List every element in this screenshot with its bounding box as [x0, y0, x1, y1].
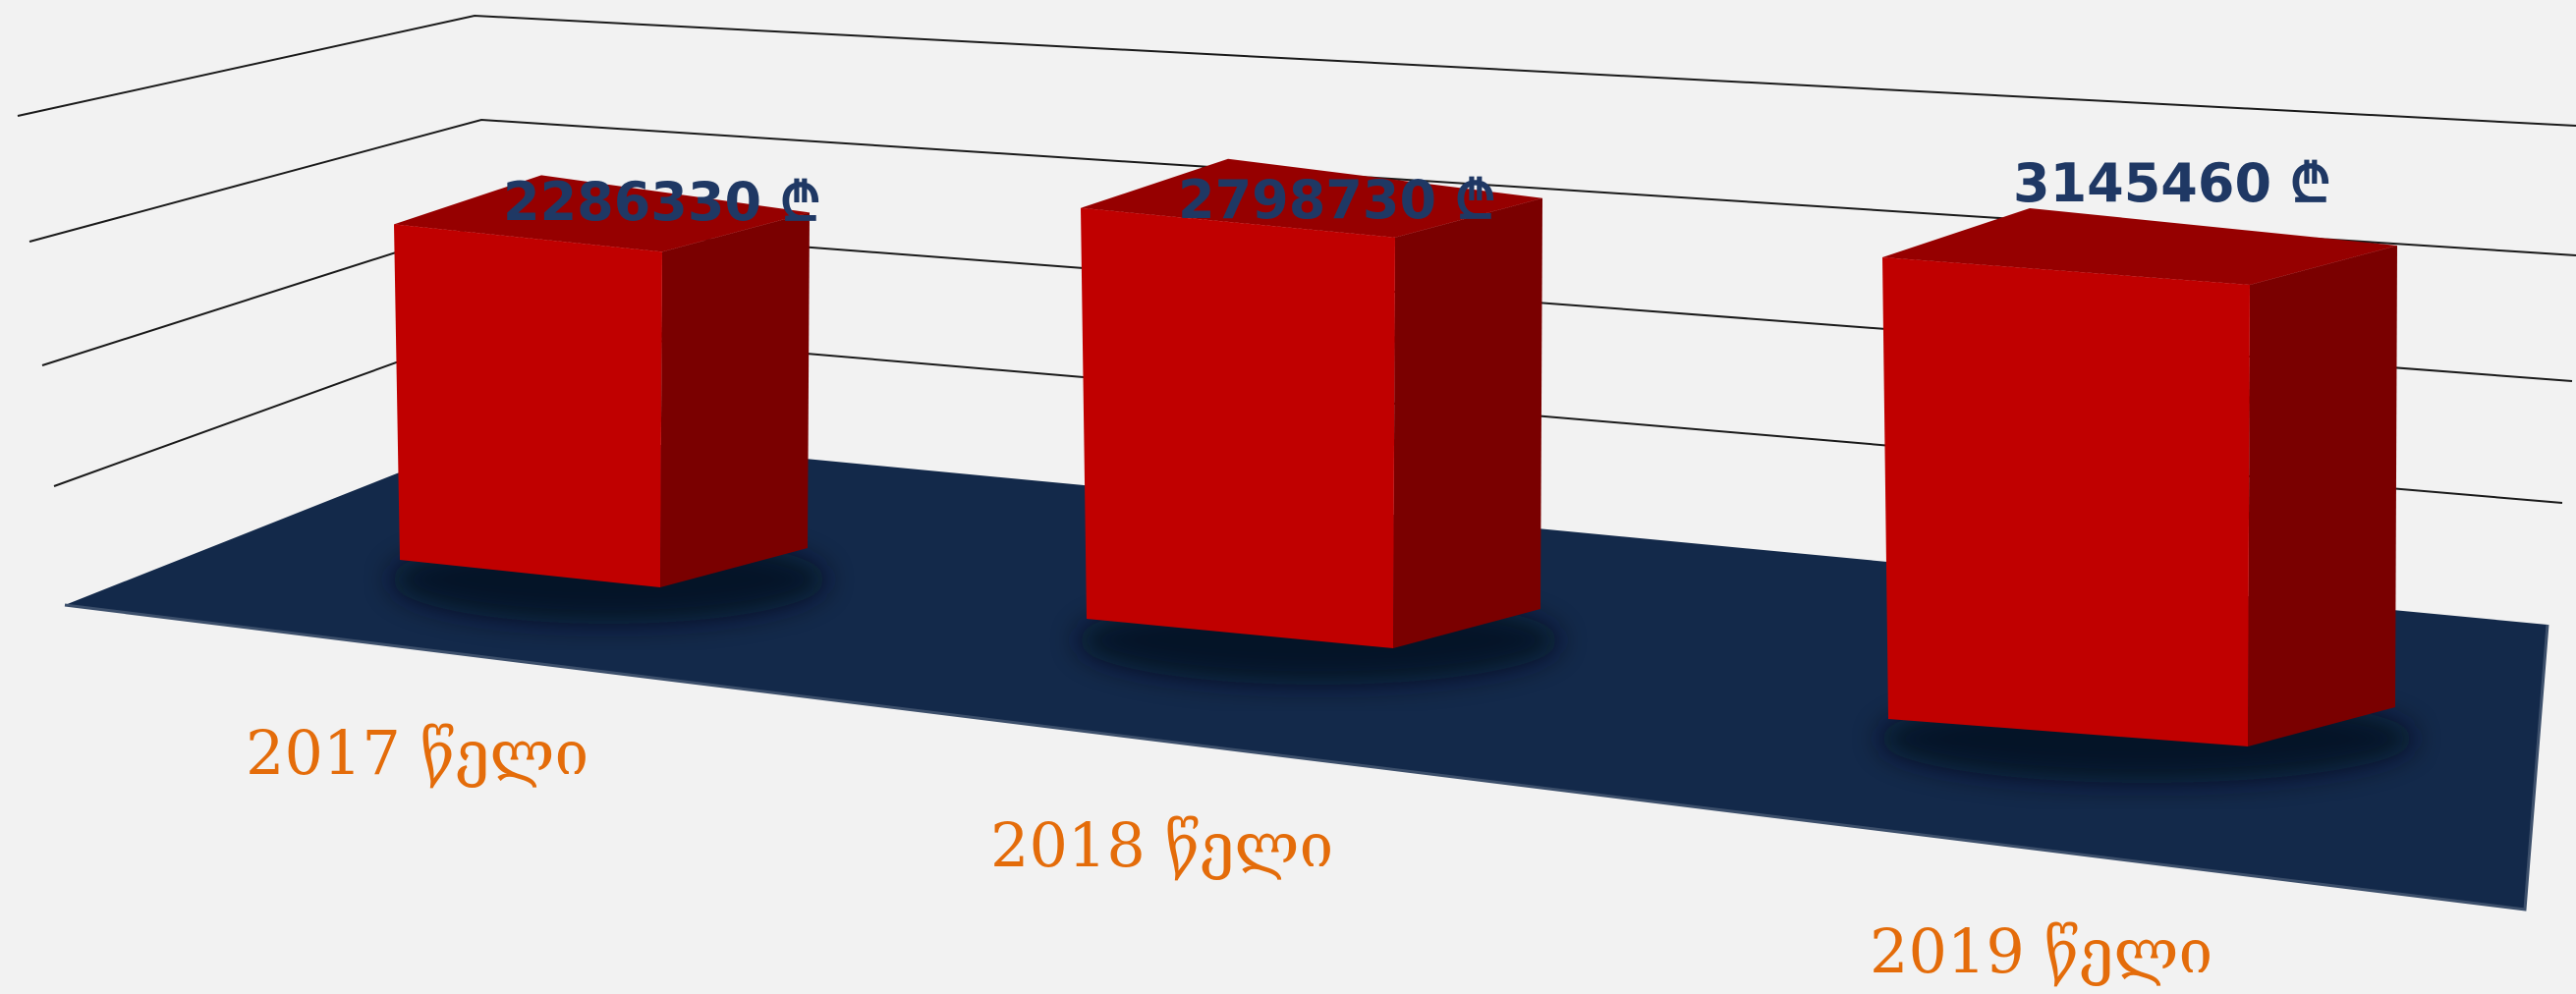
bar-top: [1081, 158, 1542, 238]
bar-top: [1882, 208, 2397, 285]
value-labels: 2286330 ₾ 2798730 ₾ 3145460 ₾: [503, 152, 2330, 233]
bar-top: [394, 175, 810, 252]
bar-side: [660, 212, 810, 587]
value-label: 2286330 ₾: [503, 171, 820, 233]
category-label: 2018 წელი: [990, 809, 1333, 881]
bar-front: [1882, 257, 2250, 746]
value-label: 2798730 ₾: [1178, 169, 1495, 231]
gridline: [17, 14, 2576, 127]
bar-side: [2248, 246, 2397, 746]
category-label: 2017 წელი: [246, 717, 588, 789]
bar-front: [1081, 207, 1395, 648]
category-labels: 2017 წელი 2018 წელი 2019 წელი: [246, 717, 2212, 987]
bars: [390, 158, 2415, 783]
category-label: 2019 წელი: [1870, 915, 2212, 987]
gridline: [28, 118, 2576, 256]
bar-front: [394, 224, 662, 587]
floor-edge: [64, 603, 2549, 911]
value-label: 3145460 ₾: [2013, 152, 2330, 214]
bar-side: [1393, 197, 1542, 648]
